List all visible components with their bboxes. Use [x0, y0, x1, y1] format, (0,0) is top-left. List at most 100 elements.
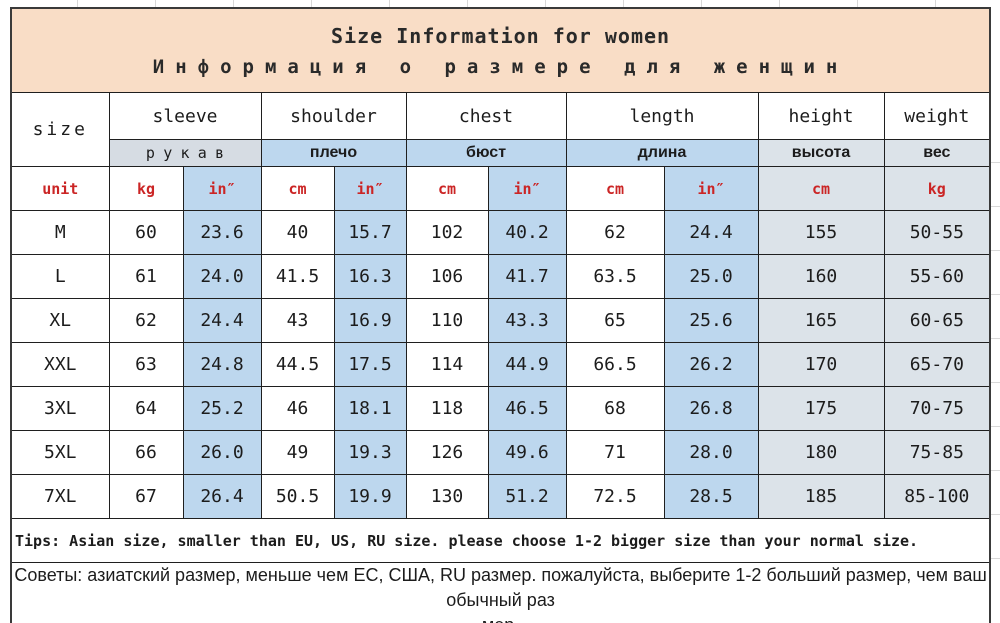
value-cell: 126 — [405, 430, 489, 475]
col-header-shoulder: shoulder — [260, 92, 407, 140]
col-header-chest-ru: бюст — [405, 139, 567, 167]
value-cell: 85-100 — [883, 474, 991, 519]
value-cell: 28.0 — [663, 430, 759, 475]
unit-cell: cm — [757, 166, 885, 211]
table-row-3xl: 3XL 64 25.2 46 18.1 118 46.5 68 26.8 175… — [10, 386, 991, 431]
value-cell: 114 — [405, 342, 489, 387]
value-cell: 49.6 — [487, 430, 567, 475]
value-cell: 43.3 — [487, 298, 567, 343]
col-header-height: height — [757, 92, 885, 140]
value-cell: 65-70 — [883, 342, 991, 387]
unit-cell: in″ — [333, 166, 407, 211]
unit-cell: kg — [883, 166, 991, 211]
value-cell: 24.4 — [182, 298, 262, 343]
value-cell: 63 — [108, 342, 184, 387]
size-cell: 5XL — [10, 430, 110, 475]
value-cell: 24.4 — [663, 210, 759, 255]
table-row-5xl: 5XL 66 26.0 49 19.3 126 49.6 71 28.0 180… — [10, 430, 991, 475]
table-row-m: M 60 23.6 40 15.7 102 40.2 62 24.4 155 5… — [10, 210, 991, 255]
size-cell: XXL — [10, 342, 110, 387]
value-cell: 62 — [565, 210, 665, 255]
value-cell: 15.7 — [333, 210, 407, 255]
value-cell: 19.9 — [333, 474, 407, 519]
value-cell: 155 — [757, 210, 885, 255]
table-row-xxl: XXL 63 24.8 44.5 17.5 114 44.9 66.5 26.2… — [10, 342, 991, 387]
value-cell: 165 — [757, 298, 885, 343]
tips-russian-line1: Советы: азиатский размер, меньше чем ЕС,… — [14, 565, 987, 610]
size-cell: L — [10, 254, 110, 299]
unit-cell: kg — [108, 166, 184, 211]
tips-russian-line2: мер. — [12, 613, 989, 623]
value-cell: 60 — [108, 210, 184, 255]
value-cell: 26.8 — [663, 386, 759, 431]
col-header-weight: weight — [883, 92, 991, 140]
col-header-length-ru: длина — [565, 139, 759, 167]
value-cell: 16.9 — [333, 298, 407, 343]
value-cell: 43 — [260, 298, 335, 343]
value-cell: 41.7 — [487, 254, 567, 299]
table-title-cell: Size Information for women Информация о … — [10, 7, 991, 93]
size-cell: XL — [10, 298, 110, 343]
value-cell: 46 — [260, 386, 335, 431]
size-cell: M — [10, 210, 110, 255]
value-cell: 25.0 — [663, 254, 759, 299]
value-cell: 118 — [405, 386, 489, 431]
tips-row-russian: Советы: азиатский размер, меньше чем ЕС,… — [10, 562, 991, 623]
value-cell: 130 — [405, 474, 489, 519]
unit-cell: cm — [260, 166, 335, 211]
value-cell: 28.5 — [663, 474, 759, 519]
title-english: Size Information for women — [331, 23, 671, 48]
tips-english-text: Tips: Asian size, smaller than EU, US, R… — [10, 518, 991, 563]
col-header-shoulder-ru: плечо — [260, 139, 407, 167]
value-cell: 26.4 — [182, 474, 262, 519]
title-russian: Информация о размере для женщин — [152, 55, 849, 78]
value-cell: 180 — [757, 430, 885, 475]
value-cell: 49 — [260, 430, 335, 475]
value-cell: 170 — [757, 342, 885, 387]
value-cell: 185 — [757, 474, 885, 519]
value-cell: 175 — [757, 386, 885, 431]
value-cell: 44.9 — [487, 342, 567, 387]
value-cell: 65 — [565, 298, 665, 343]
unit-row: unit kg in″ cm in″ cm in″ cm in″ cm kg — [10, 166, 991, 211]
value-cell: 67 — [108, 474, 184, 519]
value-cell: 55-60 — [883, 254, 991, 299]
value-cell: 16.3 — [333, 254, 407, 299]
value-cell: 71 — [565, 430, 665, 475]
value-cell: 25.6 — [663, 298, 759, 343]
value-cell: 51.2 — [487, 474, 567, 519]
col-header-height-ru: высота — [757, 139, 885, 167]
table-title-row: Size Information for women Информация о … — [10, 7, 991, 93]
tips-russian-cell: Советы: азиатский размер, меньше чем ЕС,… — [10, 562, 991, 623]
value-cell: 75-85 — [883, 430, 991, 475]
unit-cell: in″ — [487, 166, 567, 211]
value-cell: 68 — [565, 386, 665, 431]
value-cell: 46.5 — [487, 386, 567, 431]
unit-cell: in″ — [663, 166, 759, 211]
unit-cell: cm — [565, 166, 665, 211]
value-cell: 18.1 — [333, 386, 407, 431]
value-cell: 24.0 — [182, 254, 262, 299]
unit-cell: in″ — [182, 166, 262, 211]
size-information-table: Size Information for women Информация о … — [10, 7, 992, 623]
value-cell: 64 — [108, 386, 184, 431]
col-header-chest: chest — [405, 92, 567, 140]
table-row-l: L 61 24.0 41.5 16.3 106 41.7 63.5 25.0 1… — [10, 254, 991, 299]
value-cell: 40.2 — [487, 210, 567, 255]
value-cell: 63.5 — [565, 254, 665, 299]
value-cell: 102 — [405, 210, 489, 255]
value-cell: 19.3 — [333, 430, 407, 475]
value-cell: 106 — [405, 254, 489, 299]
value-cell: 23.6 — [182, 210, 262, 255]
value-cell: 40 — [260, 210, 335, 255]
value-cell: 66 — [108, 430, 184, 475]
value-cell: 160 — [757, 254, 885, 299]
value-cell: 26.2 — [663, 342, 759, 387]
header-row-russian: рукав плечо бюст длина высота вес — [11, 139, 991, 167]
spreadsheet-gridlines-right — [989, 119, 1000, 559]
value-cell: 60-65 — [883, 298, 991, 343]
col-header-weight-ru: вес — [883, 139, 991, 167]
value-cell: 66.5 — [565, 342, 665, 387]
value-cell: 41.5 — [260, 254, 335, 299]
